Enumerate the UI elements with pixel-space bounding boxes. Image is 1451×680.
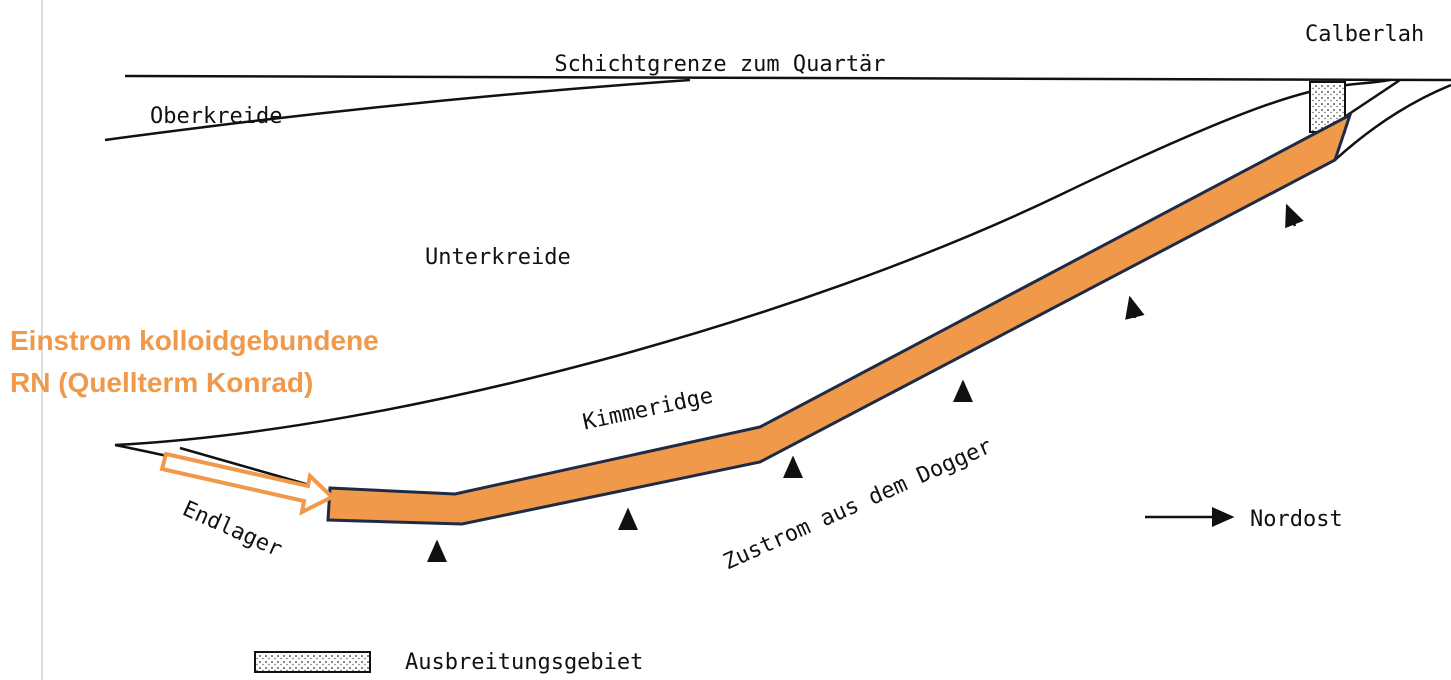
place-label: Calberlah xyxy=(1305,22,1424,47)
layer-label: Oberkreide xyxy=(150,104,282,129)
upper-cretaceous-line xyxy=(104,78,691,142)
inflow-label: Einstrom kolloidgebundene xyxy=(10,325,379,356)
quaternary-line xyxy=(124,74,1451,82)
legend-swatch xyxy=(254,651,371,673)
direction-label: Nordost xyxy=(1250,507,1343,532)
layer-label: Schichtgrenze zum Quartär xyxy=(554,52,885,77)
aquifer-band xyxy=(326,111,1353,526)
repository-line xyxy=(179,446,321,490)
legend-label: Ausbreitungsgebiet xyxy=(405,650,643,675)
layer-label: Unterkreide xyxy=(425,245,571,270)
repository-label: Endlager xyxy=(179,497,286,563)
flow-arrows xyxy=(427,203,1304,562)
inflow-label: RN (Quellterm Konrad) xyxy=(10,367,313,398)
inflow-arrow xyxy=(159,451,336,516)
layer-label: Kimmeridge xyxy=(581,384,716,436)
fault-line xyxy=(1334,83,1451,161)
